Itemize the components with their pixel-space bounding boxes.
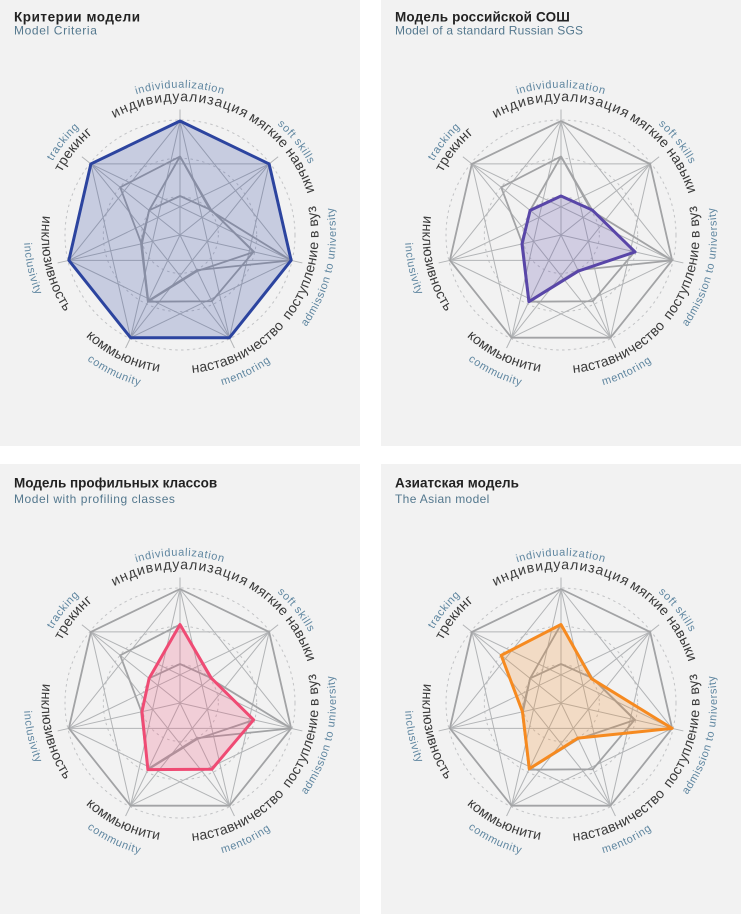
svg-text:The Asian model: The Asian model: [395, 492, 490, 506]
svg-text:Модель профильных классов: Модель профильных классов: [14, 475, 217, 490]
svg-text:Model with profiling classes: Model with profiling classes: [14, 492, 175, 506]
svg-text:Model of a standard Russian SG: Model of a standard Russian SGS: [395, 23, 583, 37]
svg-text:Model Criteria: Model Criteria: [14, 23, 98, 37]
svg-text:Модель российской СОШ: Модель российской СОШ: [395, 9, 570, 24]
svg-text:Критерии модели: Критерии модели: [14, 9, 141, 24]
svg-text:Азиатская модель: Азиатская модель: [395, 475, 519, 490]
